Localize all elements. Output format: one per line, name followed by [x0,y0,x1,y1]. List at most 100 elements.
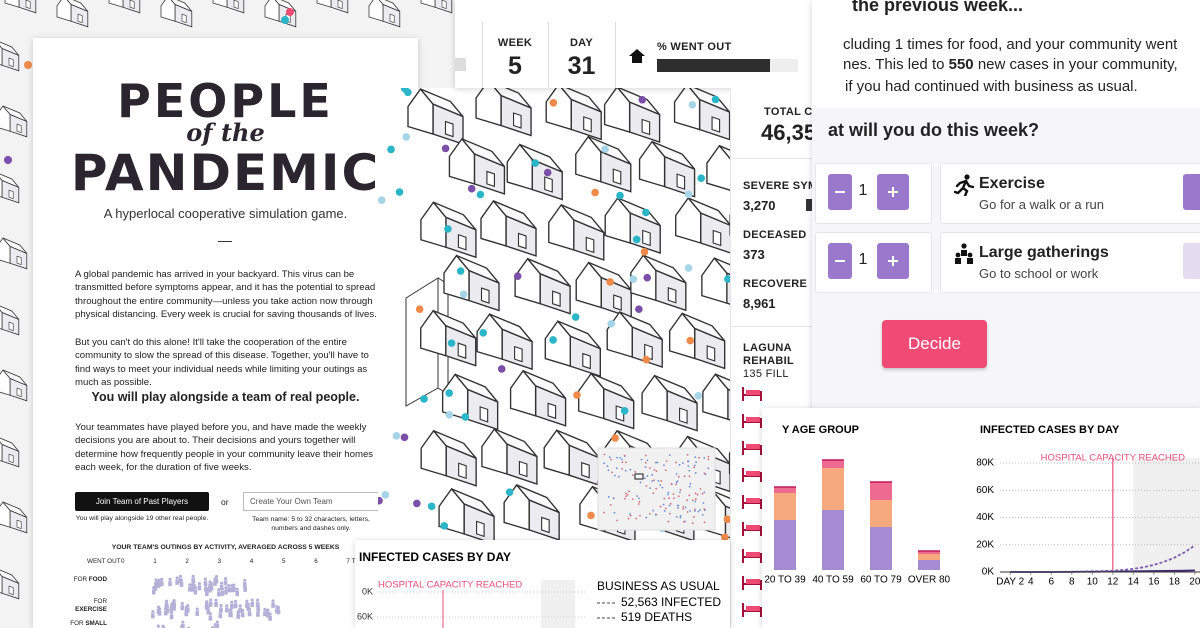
dot [497,365,506,373]
network-node [695,461,698,464]
house-front [443,254,470,302]
minus-button[interactable] [1183,243,1200,279]
minus-button[interactable] [828,243,852,279]
network-node [668,454,671,457]
network-node [694,472,697,474]
house-roof [493,88,532,109]
week-label: WEEK [497,37,533,49]
house-door [476,520,485,538]
person-body [159,581,164,587]
dot [395,188,404,196]
join-button[interactable]: Join Team of Past Players [75,492,209,511]
house-front [673,88,701,131]
person-body [255,602,260,608]
charts: Y AGE GROUP 20 TO 39 40 TO 59 60 TO 79 OVER … [764,424,1200,588]
bar-segment [870,527,892,570]
activity-description: Go to school or work [979,266,1099,281]
dot [459,290,468,299]
network-node [684,506,687,509]
person-body [266,611,270,617]
network-node [625,461,627,464]
house-door [77,13,83,24]
network-node [689,482,692,485]
house [4,0,37,14]
decide-button[interactable]: Decide [882,320,987,368]
dot [611,434,619,442]
person-head [213,577,217,581]
house-roof [617,197,661,227]
bed [742,522,762,536]
person-head [175,576,179,580]
home-icon [629,49,645,63]
minus-button[interactable] [1183,174,1200,210]
hospital-name: LAGUNA [743,342,792,354]
intro-panel: PEOPLE of the PANDEMIC A hyperlocal coop… [33,38,418,628]
dot [413,499,421,508]
paragraph: A global pandemic has arrived in your ba… [75,269,377,320]
bed [742,576,762,590]
network-node [676,507,679,509]
minus-button[interactable] [828,174,852,210]
network-node [627,517,630,520]
house [0,105,28,138]
person-head [232,583,236,587]
house-door [457,342,467,359]
person-head [195,607,199,611]
network-node [616,456,619,459]
house-roof [590,372,635,402]
network-node [693,466,696,469]
bed-mattress [746,498,760,503]
network-node [686,453,689,456]
network-node [669,502,672,505]
house-door [444,120,454,138]
person-head [219,604,223,608]
house-front [543,429,570,477]
house-door [613,294,622,311]
activity-description: Go for a walk or a run [979,197,1104,212]
house-front [578,372,605,420]
dot [281,16,289,24]
network-node [667,520,670,523]
dot [573,391,581,399]
house-door [641,118,651,136]
person-body [186,607,190,613]
network-node [603,462,606,465]
dot [601,145,609,153]
network-node [607,469,610,472]
person-body [227,587,231,593]
person-body [206,609,211,615]
hospital-beds: 135 FILL [743,368,789,380]
network-node [707,458,710,461]
person-body [151,613,155,619]
house-door [8,453,14,464]
shade [1133,458,1200,572]
person-head [266,608,270,612]
dot [513,272,522,281]
activity-card: Exercise Go for a walk or a run [940,163,1200,224]
house [575,261,632,319]
group-icon [955,243,973,264]
person-head [214,575,219,579]
subtitle: A hyperlocal cooperative simulation game… [103,206,348,221]
divider [615,22,616,88]
preview-chart: 0K 60K INFECTED CASES BY DAY HOSPITAL CAPAC… [357,550,721,628]
network-node [667,491,670,494]
network-node [635,517,638,520]
house [420,201,477,259]
divider [731,158,831,159]
house [476,313,533,371]
person-head [168,577,172,581]
plus-button[interactable] [877,243,909,279]
house-roof [516,484,560,514]
or: or [221,497,229,507]
house [702,373,730,421]
network-node [613,511,616,514]
divider [482,22,483,88]
network-node [688,494,691,497]
plus-button[interactable] [877,174,909,210]
house [0,569,20,600]
bed [742,468,762,482]
house-door [582,352,591,370]
activity-name: Exercise [979,175,1045,192]
network-node [694,498,697,500]
